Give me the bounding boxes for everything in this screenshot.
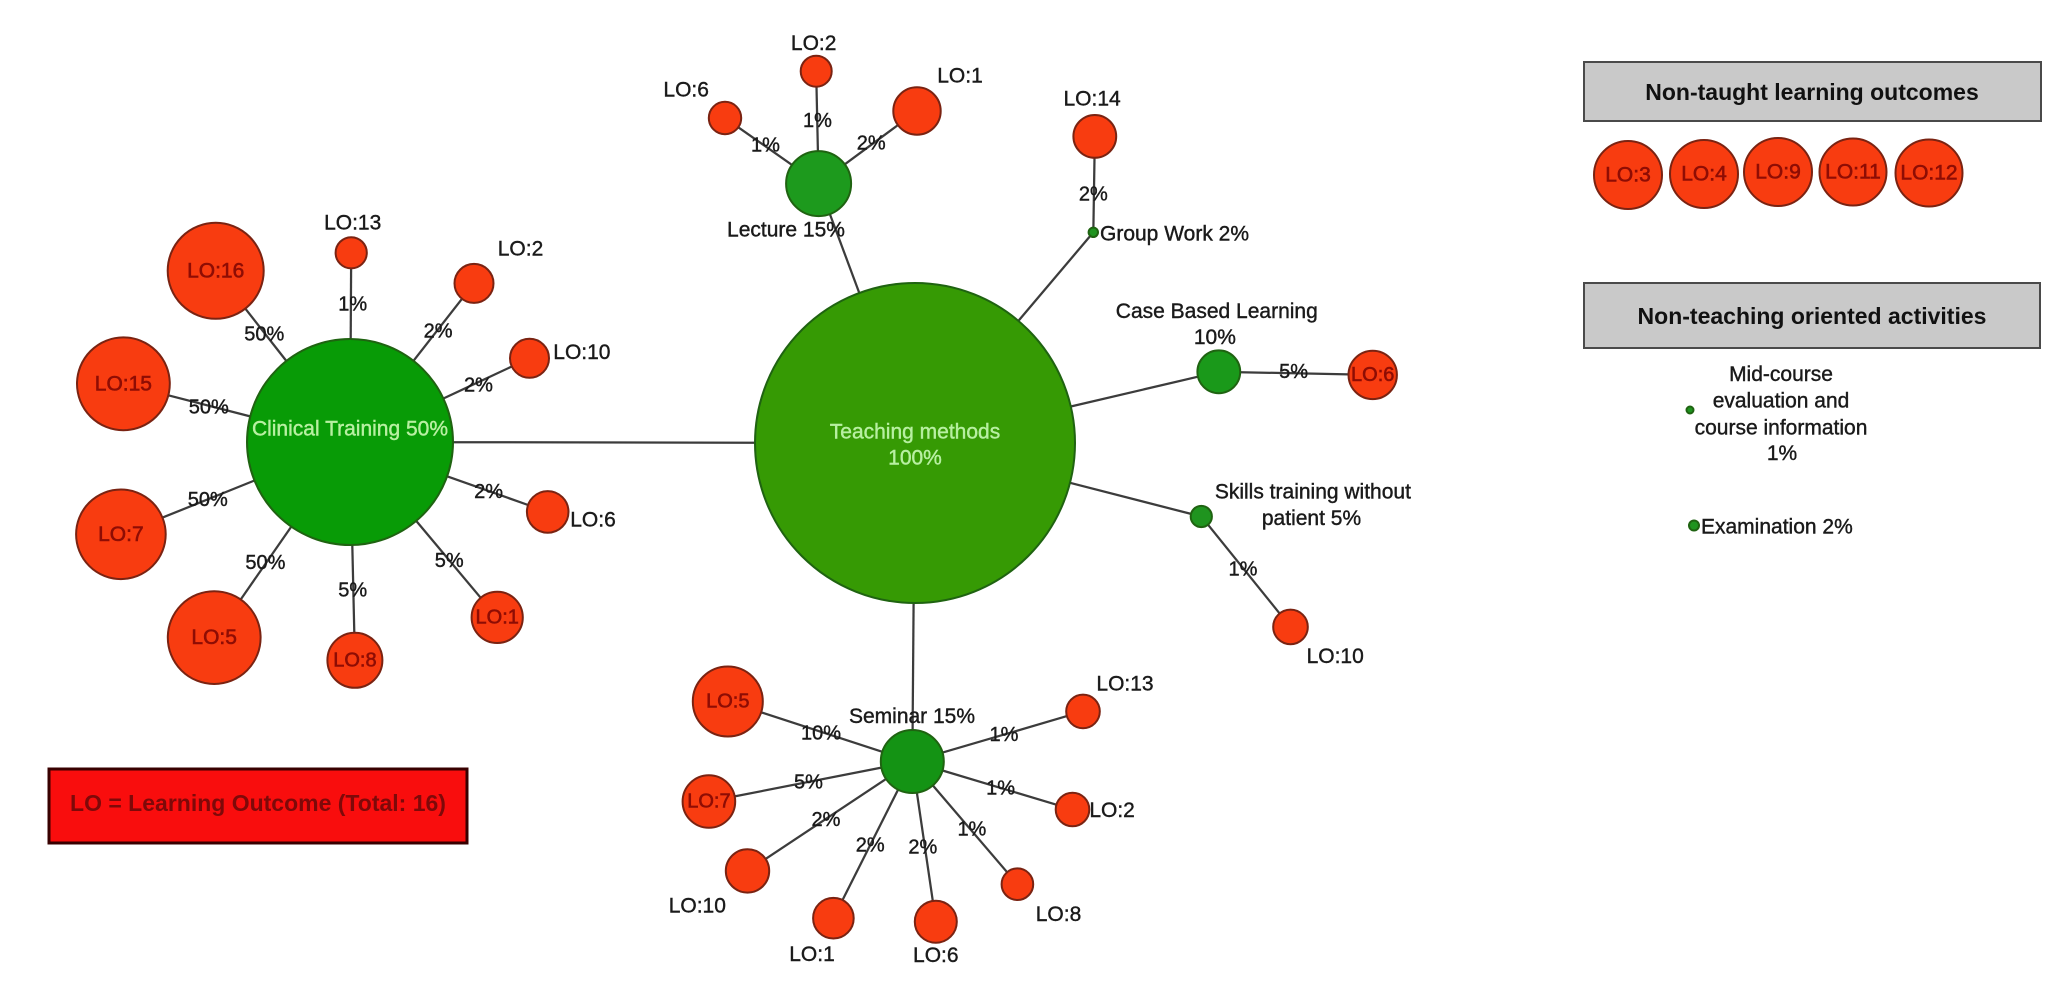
svg-text:course information: course information	[1695, 416, 1868, 439]
svg-text:LO:9: LO:9	[1755, 161, 1801, 184]
svg-text:2%: 2%	[812, 809, 841, 831]
svg-text:10%: 10%	[1194, 326, 1236, 349]
svg-text:Mid-course: Mid-course	[1729, 363, 1833, 386]
svg-text:LO:3: LO:3	[1605, 164, 1651, 187]
svg-text:1%: 1%	[338, 293, 367, 315]
svg-text:5%: 5%	[1279, 361, 1308, 383]
svg-text:50%: 50%	[188, 489, 228, 511]
svg-text:LO:8: LO:8	[1036, 903, 1082, 926]
svg-text:LO:12: LO:12	[1900, 162, 1957, 185]
svg-text:LO:10: LO:10	[1307, 645, 1364, 668]
svg-text:LO:7: LO:7	[687, 791, 730, 813]
svg-text:Case Based Learning: Case Based Learning	[1116, 300, 1318, 323]
svg-text:Examination 2%: Examination 2%	[1701, 516, 1853, 539]
svg-text:1%: 1%	[803, 110, 832, 132]
svg-text:LO = Learning Outcome (Total:: LO = Learning Outcome (Total: 16)	[70, 790, 446, 816]
svg-text:evaluation and: evaluation and	[1713, 389, 1850, 412]
svg-text:10%: 10%	[801, 722, 841, 744]
svg-text:5%: 5%	[794, 772, 823, 794]
svg-text:LO:6: LO:6	[570, 508, 616, 531]
svg-text:LO:4: LO:4	[1681, 163, 1727, 186]
svg-text:LO:6: LO:6	[1351, 364, 1394, 386]
svg-text:LO:15: LO:15	[95, 372, 152, 395]
svg-text:Clinical Training 50%: Clinical Training 50%	[252, 418, 448, 441]
svg-text:5%: 5%	[338, 579, 367, 601]
svg-text:2%: 2%	[464, 374, 493, 396]
svg-text:LO:7: LO:7	[98, 523, 144, 546]
svg-text:1%: 1%	[751, 135, 780, 157]
svg-text:2%: 2%	[1079, 184, 1108, 206]
svg-text:1%: 1%	[1767, 442, 1797, 465]
svg-text:LO:6: LO:6	[913, 944, 959, 967]
svg-text:5%: 5%	[435, 550, 464, 572]
svg-text:2%: 2%	[857, 133, 886, 155]
svg-text:LO:2: LO:2	[498, 237, 544, 260]
svg-text:LO:13: LO:13	[1096, 673, 1153, 696]
svg-text:Seminar 15%: Seminar 15%	[849, 705, 975, 728]
svg-text:Group Work 2%: Group Work 2%	[1100, 223, 1249, 246]
svg-text:2%: 2%	[908, 836, 937, 858]
svg-text:LO:10: LO:10	[669, 895, 726, 918]
svg-text:LO:13: LO:13	[324, 211, 381, 234]
svg-text:LO:2: LO:2	[1089, 799, 1135, 822]
svg-text:LO:2: LO:2	[791, 32, 837, 55]
svg-text:1%: 1%	[1229, 559, 1258, 581]
svg-text:1%: 1%	[990, 724, 1019, 746]
svg-text:50%: 50%	[189, 397, 229, 419]
svg-text:LO:14: LO:14	[1063, 88, 1121, 111]
svg-text:LO:1: LO:1	[789, 943, 835, 966]
svg-text:1%: 1%	[957, 819, 986, 841]
svg-text:Non-teaching oriented activiti: Non-teaching oriented activities	[1638, 303, 1987, 329]
svg-text:LO:8: LO:8	[333, 649, 376, 671]
svg-text:LO:11: LO:11	[1825, 161, 1881, 184]
svg-text:100%: 100%	[888, 447, 942, 470]
svg-text:Non-taught learning outcomes: Non-taught learning outcomes	[1645, 79, 1979, 105]
svg-text:LO:6: LO:6	[663, 79, 709, 102]
svg-text:1%: 1%	[986, 778, 1015, 800]
svg-text:Skills training without: Skills training without	[1215, 481, 1411, 504]
svg-text:50%: 50%	[244, 323, 284, 345]
svg-text:patient 5%: patient 5%	[1262, 507, 1361, 530]
svg-text:2%: 2%	[424, 320, 453, 342]
svg-text:LO:1: LO:1	[476, 606, 519, 628]
svg-text:LO:5: LO:5	[706, 691, 749, 713]
svg-text:Teaching methods: Teaching methods	[830, 421, 1000, 444]
svg-text:LO:5: LO:5	[191, 626, 237, 649]
svg-text:LO:16: LO:16	[187, 259, 244, 282]
svg-text:2%: 2%	[856, 835, 885, 857]
svg-text:LO:1: LO:1	[937, 65, 983, 88]
svg-text:LO:10: LO:10	[553, 341, 610, 364]
svg-text:50%: 50%	[245, 552, 285, 574]
svg-text:2%: 2%	[474, 481, 503, 503]
svg-text:Lecture 15%: Lecture 15%	[727, 219, 845, 242]
